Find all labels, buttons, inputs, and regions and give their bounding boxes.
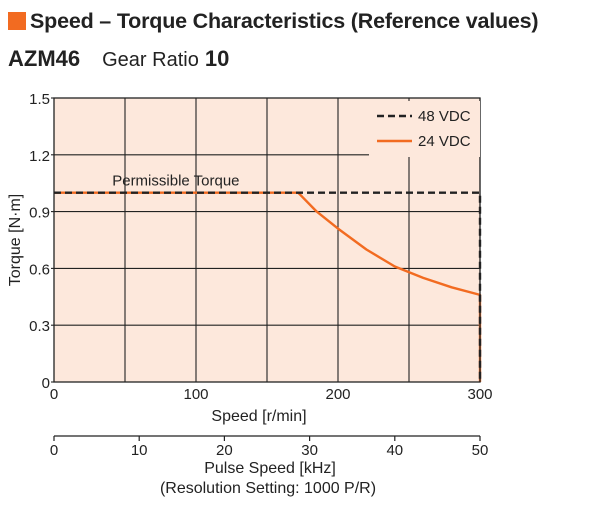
legend-box: [369, 101, 480, 157]
x-tick-label: 100: [183, 386, 208, 403]
x-tick-label: 200: [325, 386, 350, 403]
x-axis-label: Speed [r/min]: [211, 408, 306, 425]
chart-subheading: AZM46 Gear Ratio 10: [8, 46, 229, 76]
legend-label: 48 VDC: [418, 108, 471, 125]
resolution-note: (Resolution Setting: 1000 P/R): [160, 480, 376, 497]
gear-ratio-value: 10: [204, 46, 230, 71]
pulse-tick-label: 30: [301, 442, 318, 459]
chart-title: Speed – Torque Characteristics (Referenc…: [30, 8, 539, 33]
pulse-tick-label: 10: [131, 442, 148, 459]
pulse-tick-label: 40: [386, 442, 403, 459]
pulse-speed-label: Pulse Speed [kHz]: [204, 460, 336, 477]
y-tick-label: 0.6: [29, 261, 50, 278]
y-tick-label: 1.2: [29, 148, 50, 165]
pulse-speed-axis: 0 10 20 30 40 50: [50, 435, 489, 459]
gear-ratio-label: Gear Ratio: [102, 49, 199, 71]
heading-marker-icon: [8, 12, 26, 30]
chart-heading: Speed – Torque Characteristics (Referenc…: [8, 6, 539, 36]
grid-lines: [54, 98, 481, 382]
y-tick-label: 0.3: [29, 318, 50, 335]
y-tick-label: 0.9: [29, 205, 50, 222]
legend-label: 24 VDC: [418, 133, 471, 150]
pulse-tick-label: 20: [216, 442, 233, 459]
pulse-tick-label: 50: [472, 442, 489, 459]
x-tick-label: 300: [467, 386, 492, 403]
legend: 48 VDC 24 VDC: [369, 101, 480, 157]
y-tick-label: 0: [42, 375, 50, 392]
x-tick-label: 0: [50, 386, 58, 403]
plot-frame: [53, 97, 481, 383]
y-axis-label: Torque [N·m]: [7, 194, 24, 286]
pulse-tick-label: 0: [50, 442, 58, 459]
permissible-torque-annotation: Permissible Torque: [112, 173, 239, 190]
tick-labels: 0 0.3 0.6 0.9 1.2 1.5 0 100 200 300: [29, 91, 492, 403]
series-line-24-vdc: [54, 191, 482, 382]
y-tick-label: 1.5: [29, 91, 50, 108]
model-name: AZM46: [8, 46, 81, 71]
